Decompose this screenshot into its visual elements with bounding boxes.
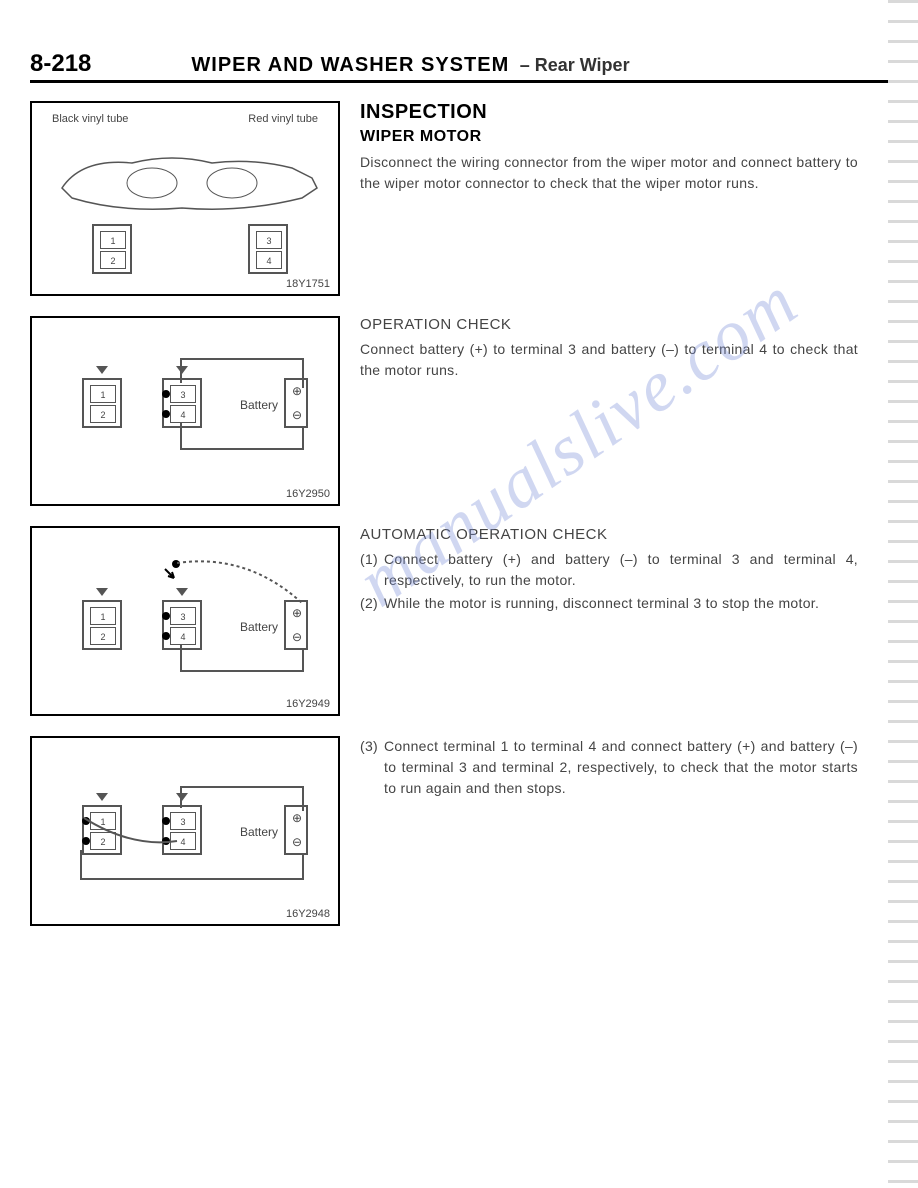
wire (180, 645, 182, 672)
fig3-conn-a-1: 1 (90, 607, 116, 625)
heading-wiper-motor: WIPER MOTOR (360, 128, 858, 146)
tri-icon (176, 793, 188, 801)
wire-curve-icon (82, 813, 182, 853)
fig2-connector-b: 3 4 (162, 378, 202, 428)
section4-steps: (3) Connect terminal 1 to terminal 4 and… (360, 736, 858, 799)
fig3-battery-label: Battery (240, 620, 278, 634)
step-num: (3) (360, 736, 378, 799)
heading-automatic-check: AUTOMATIC OPERATION CHECK (360, 526, 858, 543)
fig4-battery-label: Battery (240, 825, 278, 839)
page-header: 8-218 WIPER AND WASHER SYSTEM – Rear Wip… (30, 50, 888, 83)
plus-icon: ⊕ (292, 384, 302, 398)
wire-curve-icon (177, 558, 317, 608)
terminal-dot (162, 410, 170, 418)
plus-icon: ⊕ (292, 606, 302, 620)
heading-inspection: INSPECTION (360, 101, 858, 124)
fig1-conn-b-4: 4 (256, 251, 282, 269)
terminal-dot (162, 612, 170, 620)
header-title: WIPER AND WASHER SYSTEM (191, 54, 509, 76)
section1-body: Disconnect the wiring connector from the… (360, 152, 858, 194)
fig1-connector-a: 1 2 (92, 224, 132, 274)
fig2-conn-a-1: 1 (90, 385, 116, 403)
fig1-id: 18Y1751 (286, 278, 330, 290)
fig1-label-left: Black vinyl tube (52, 113, 128, 125)
step-3: (3) Connect terminal 1 to terminal 4 and… (360, 736, 858, 799)
wire (180, 786, 182, 808)
fig2-conn-b-3: 3 (170, 385, 196, 403)
fig1-connector-b: 3 4 (248, 224, 288, 274)
fig1-label-right: Red vinyl tube (248, 113, 318, 125)
fig3-id: 16Y2949 (286, 698, 330, 710)
step-2: (2) While the motor is running, disconne… (360, 593, 858, 614)
figure-1: Black vinyl tube Red vinyl tube 1 2 3 4 … (30, 101, 340, 296)
wire (302, 648, 304, 672)
fig2-battery-label: Battery (240, 398, 278, 412)
step-num: (2) (360, 593, 378, 614)
motor-outline-icon (42, 128, 332, 228)
scan-artifact (888, 0, 918, 1188)
figure-4: 1 2 3 4 ⊕ ⊖ Battery (30, 736, 340, 926)
fig2-battery: ⊕ ⊖ (284, 378, 308, 428)
section2-text: OPERATION CHECK Connect battery (+) to t… (360, 316, 888, 381)
tri-icon (96, 366, 108, 374)
wire (302, 786, 304, 811)
figure-2: 1 2 3 4 ⊕ ⊖ Battery (30, 316, 340, 506)
fig1-conn-a-2: 2 (100, 251, 126, 269)
wire (182, 358, 302, 360)
page-number: 8-218 (30, 50, 91, 78)
wire (180, 358, 182, 383)
wire (80, 850, 82, 880)
plus-icon: ⊕ (292, 811, 302, 825)
minus-icon: ⊖ (292, 408, 302, 422)
page-container: 8-218 WIPER AND WASHER SYSTEM – Rear Wip… (0, 0, 918, 956)
heading-operation-check: OPERATION CHECK (360, 316, 858, 333)
content-area: Black vinyl tube Red vinyl tube 1 2 3 4 … (30, 101, 888, 926)
wire (302, 358, 304, 388)
step-text: Connect terminal 1 to terminal 4 and con… (384, 736, 858, 799)
step-1: (1) Connect battery (+) and battery (–) … (360, 549, 858, 591)
terminal-dot (162, 390, 170, 398)
header-subtitle: – Rear Wiper (520, 55, 630, 75)
minus-icon: ⊖ (292, 835, 302, 849)
fig2-conn-a-2: 2 (90, 405, 116, 423)
wire (180, 423, 182, 450)
fig3-connector-a: 1 2 (82, 600, 122, 650)
step-text: Connect battery (+) and battery (–) to t… (384, 549, 858, 591)
section-operation-check: 1 2 3 4 ⊕ ⊖ Battery (30, 316, 888, 506)
wire (182, 786, 302, 788)
section4-text: (3) Connect terminal 1 to terminal 4 and… (360, 736, 888, 801)
section-automatic-check: 1 2 3 4 ⊕ ⊖ Battery (30, 526, 888, 716)
fig3-conn-b-3: 3 (170, 607, 196, 625)
step-num: (1) (360, 549, 378, 591)
tri-icon (96, 793, 108, 801)
fig2-conn-b-4: 4 (170, 405, 196, 423)
fig1-conn-a-1: 1 (100, 231, 126, 249)
section-step3: 1 2 3 4 ⊕ ⊖ Battery (30, 736, 888, 926)
fig4-id: 16Y2948 (286, 908, 330, 920)
fig3-conn-a-2: 2 (90, 627, 116, 645)
minus-icon: ⊖ (292, 630, 302, 644)
fig3-conn-b-4: 4 (170, 627, 196, 645)
section-inspection: Black vinyl tube Red vinyl tube 1 2 3 4 … (30, 101, 888, 296)
wire (302, 426, 304, 450)
section3-steps: (1) Connect battery (+) and battery (–) … (360, 549, 858, 614)
tri-icon (96, 588, 108, 596)
section2-body: Connect battery (+) to terminal 3 and ba… (360, 339, 858, 381)
fig2-id: 16Y2950 (286, 488, 330, 500)
wire (182, 670, 302, 672)
wire (302, 853, 304, 880)
terminal-dot (162, 632, 170, 640)
fig4-battery: ⊕ ⊖ (284, 805, 308, 855)
figure-3: 1 2 3 4 ⊕ ⊖ Battery (30, 526, 340, 716)
tri-icon (176, 366, 188, 374)
step-text: While the motor is running, disconnect t… (384, 593, 819, 614)
section1-text: INSPECTION WIPER MOTOR Disconnect the wi… (360, 101, 888, 194)
section3-text: AUTOMATIC OPERATION CHECK (1) Connect ba… (360, 526, 888, 616)
wire (82, 878, 304, 880)
fig1-conn-b-3: 3 (256, 231, 282, 249)
fig2-connector-a: 1 2 (82, 378, 122, 428)
wire (182, 448, 302, 450)
